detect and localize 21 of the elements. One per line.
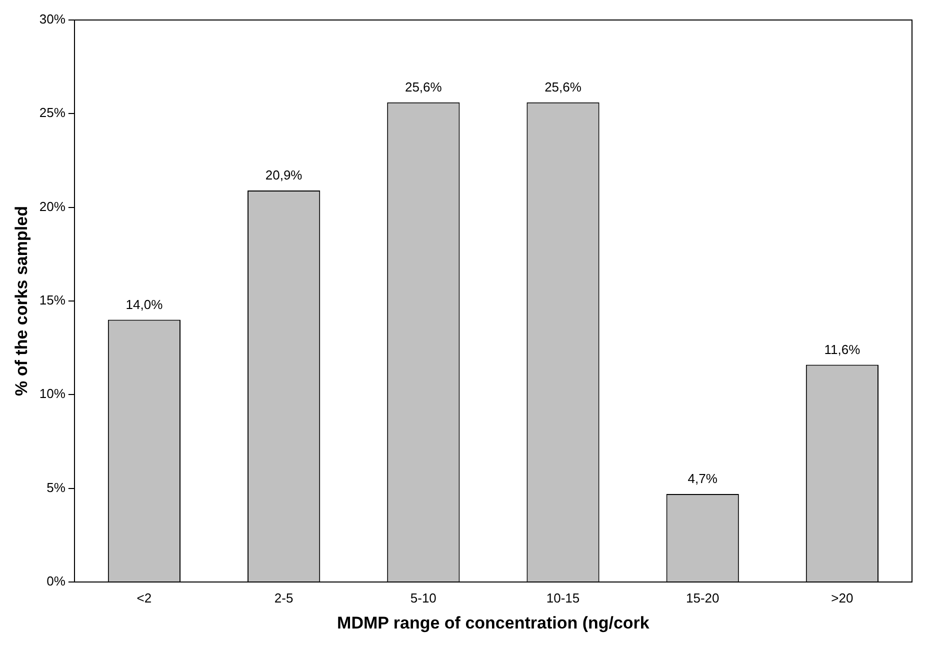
x-tick-label: <2 — [136, 590, 152, 606]
y-tick-label: 30% — [39, 12, 66, 27]
y-tick-label: 0% — [46, 574, 66, 589]
x-tick-label: >20 — [831, 590, 854, 606]
y-tick-label: 5% — [46, 480, 66, 495]
x-tick-label: 5-10 — [410, 590, 436, 606]
data-label: 20,9% — [265, 168, 303, 183]
data-label: 4,7% — [688, 471, 718, 486]
x-axis-title: MDMP range of concentration (ng/cork — [337, 613, 650, 632]
x-tick-label: 10-15 — [546, 590, 580, 606]
x-tick-label: 15-20 — [686, 590, 720, 606]
data-label: 11,6% — [824, 342, 861, 357]
x-tick-label: 2-5 — [274, 590, 294, 606]
y-tick-label: 20% — [39, 198, 66, 214]
data-label: 25,6% — [544, 80, 582, 95]
y-tick-label: 10% — [39, 386, 66, 402]
y-tick-label: 15% — [39, 292, 66, 308]
data-label: 14,0% — [126, 296, 164, 312]
y-tick-label: 25% — [39, 105, 66, 120]
data-label: 25,6% — [404, 80, 442, 95]
y-axis-title: % of the corks sampled — [12, 206, 31, 396]
